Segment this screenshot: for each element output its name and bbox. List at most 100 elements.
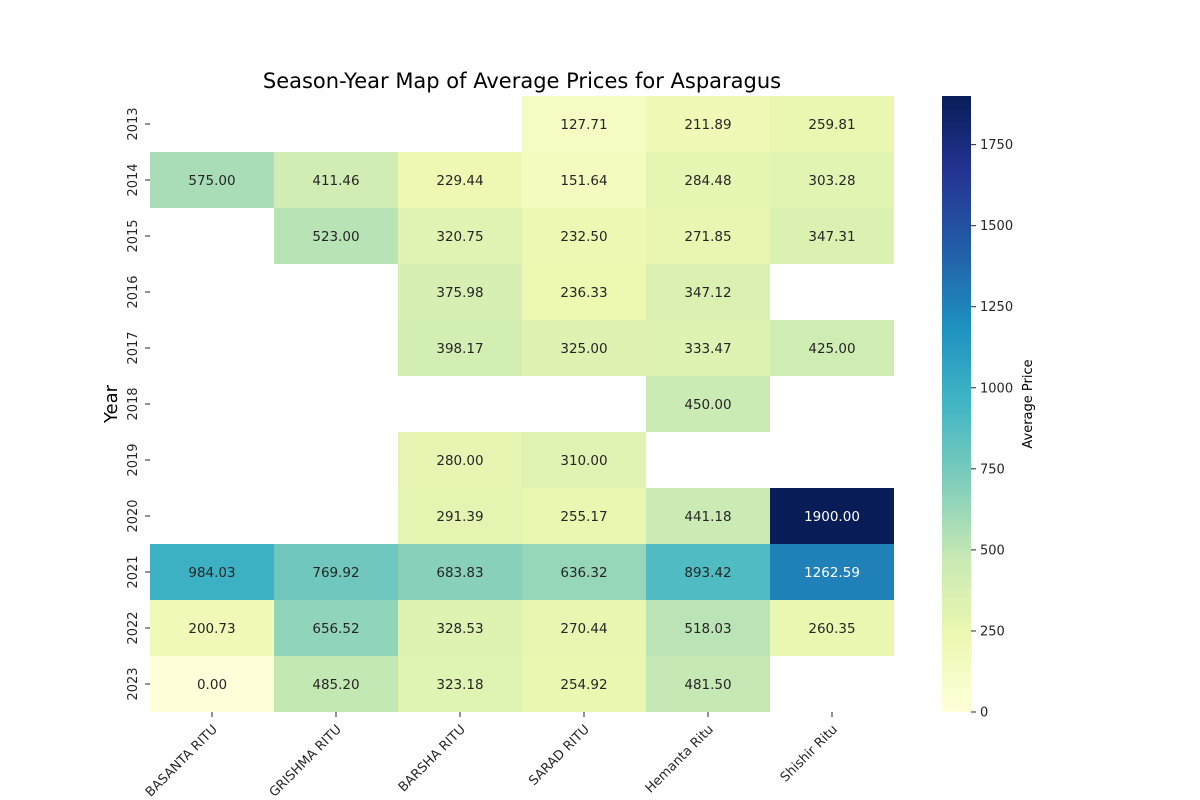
heatmap-cell bbox=[522, 432, 646, 488]
heatmap-cell bbox=[522, 264, 646, 320]
cell-value-label: 310.00 bbox=[560, 453, 607, 469]
heatmap-cell bbox=[398, 320, 522, 376]
colorbar-tick-label: 0 bbox=[980, 706, 988, 721]
y-tick-label: 2023 bbox=[126, 667, 141, 700]
colorbar-tick-label: 250 bbox=[980, 624, 1005, 639]
y-tick-label: 2014 bbox=[126, 163, 141, 196]
heatmap-cell bbox=[150, 152, 274, 208]
y-tick-label: 2018 bbox=[126, 387, 141, 420]
heatmap-cell bbox=[646, 488, 770, 544]
y-tick-label: 2021 bbox=[126, 555, 141, 588]
heatmap-cell bbox=[398, 656, 522, 712]
heatmap-cell bbox=[522, 320, 646, 376]
heatmap-cell bbox=[398, 544, 522, 600]
y-tick-label: 2017 bbox=[126, 331, 141, 364]
colorbar-tick-label: 500 bbox=[980, 543, 1005, 558]
cell-value-label: 229.44 bbox=[436, 173, 483, 189]
cell-value-label: 656.52 bbox=[312, 621, 359, 637]
heatmap-cell bbox=[522, 96, 646, 152]
colorbar-ticks: 0 250 500 750 1000 1250 1500 1750 bbox=[971, 138, 1013, 721]
heatmap-cell bbox=[646, 656, 770, 712]
heatmap-cell bbox=[646, 208, 770, 264]
colorbar-tick-label: 1250 bbox=[980, 300, 1013, 315]
heatmap-cell bbox=[646, 152, 770, 208]
cell-value-label: 425.00 bbox=[808, 341, 855, 357]
cell-value-label: 411.46 bbox=[312, 173, 359, 189]
cell-value-label: 254.92 bbox=[560, 677, 607, 693]
heatmap-cell bbox=[770, 488, 894, 544]
colorbar-tick-label: 1000 bbox=[980, 381, 1013, 396]
y-axis-label: Year bbox=[101, 384, 122, 424]
colorbar-label: Average Price bbox=[1021, 359, 1036, 448]
colorbar-tick-label: 750 bbox=[980, 462, 1005, 477]
cell-value-label: 200.73 bbox=[188, 621, 235, 637]
heatmap-cell bbox=[150, 600, 274, 656]
cell-value-label: 236.33 bbox=[560, 285, 607, 301]
cell-value-label: 1262.59 bbox=[804, 565, 860, 581]
heatmap-cell bbox=[646, 376, 770, 432]
heatmap-cell bbox=[522, 152, 646, 208]
cell-value-label: 325.00 bbox=[560, 341, 607, 357]
cell-value-label: 127.71 bbox=[560, 117, 607, 133]
y-tick-label: 2019 bbox=[126, 443, 141, 476]
heatmap-cell bbox=[646, 264, 770, 320]
colorbar-tick-label: 1750 bbox=[980, 138, 1013, 153]
y-axis: 2013 2014 2015 2016 2017 2018 2019 2020 2021 2022… bbox=[126, 107, 150, 701]
heatmap-cell bbox=[770, 96, 894, 152]
heatmap-cell bbox=[150, 544, 274, 600]
cell-value-label: 398.17 bbox=[436, 341, 483, 357]
cell-value-label: 375.98 bbox=[436, 285, 483, 301]
heatmap-cell bbox=[398, 432, 522, 488]
heatmap-cell bbox=[522, 656, 646, 712]
colorbar-gradient bbox=[942, 96, 971, 712]
x-tick-label: Shishir Ritu bbox=[778, 722, 841, 785]
cell-value-label: 211.89 bbox=[684, 117, 731, 133]
heatmap-cell bbox=[770, 544, 894, 600]
cell-value-label: 575.00 bbox=[188, 173, 235, 189]
cell-value-label: 984.03 bbox=[188, 565, 235, 581]
cell-value-label: 0.00 bbox=[197, 677, 227, 693]
x-tick-label: BARSHA RITU bbox=[396, 722, 469, 795]
cell-value-label: 636.32 bbox=[560, 565, 607, 581]
heatmap-cell bbox=[274, 208, 398, 264]
cell-value-label: 683.83 bbox=[436, 565, 483, 581]
y-tick-label: 2016 bbox=[126, 275, 141, 308]
heatmap-cell bbox=[522, 488, 646, 544]
heatmap-cell bbox=[770, 320, 894, 376]
heatmap-cell bbox=[770, 208, 894, 264]
heatmap-cell bbox=[646, 544, 770, 600]
heatmap-cell bbox=[274, 544, 398, 600]
heatmap-cell bbox=[274, 600, 398, 656]
x-tick-label: BASANTA RITU bbox=[143, 722, 221, 800]
heatmap-cell bbox=[646, 96, 770, 152]
heatmap-cell bbox=[646, 600, 770, 656]
cell-value-label: 255.17 bbox=[560, 509, 607, 525]
cell-value-label: 284.48 bbox=[684, 173, 731, 189]
cell-value-label: 303.28 bbox=[808, 173, 855, 189]
heatmap-cell bbox=[770, 600, 894, 656]
heatmap-cell bbox=[646, 320, 770, 376]
heatmap-cell bbox=[398, 488, 522, 544]
heatmap-cell bbox=[522, 544, 646, 600]
cell-value-label: 1900.00 bbox=[804, 509, 860, 525]
heatmap-cell bbox=[274, 152, 398, 208]
colorbar-tick-label: 1500 bbox=[980, 219, 1013, 234]
cell-value-label: 320.75 bbox=[436, 229, 483, 245]
cell-value-label: 523.00 bbox=[312, 229, 359, 245]
cell-value-label: 291.39 bbox=[436, 509, 483, 525]
y-tick-label: 2013 bbox=[126, 107, 141, 140]
cell-value-label: 450.00 bbox=[684, 397, 731, 413]
cell-value-label: 485.20 bbox=[312, 677, 359, 693]
cell-value-label: 259.81 bbox=[808, 117, 855, 133]
chart-title: Season-Year Map of Average Prices for As… bbox=[263, 69, 781, 93]
cell-value-label: 893.42 bbox=[684, 565, 731, 581]
cell-value-label: 518.03 bbox=[684, 621, 731, 637]
x-axis: BASANTA RITU GRISHMA RITU BARSHA RITU SARAD… bbox=[143, 712, 841, 800]
cell-value-label: 270.44 bbox=[560, 621, 607, 637]
heatmap-cell bbox=[522, 208, 646, 264]
x-tick-label: Hemanta Ritu bbox=[643, 722, 717, 796]
x-tick-label: SARAD RITU bbox=[526, 722, 593, 789]
heatmap-cell bbox=[770, 152, 894, 208]
cell-value-label: 323.18 bbox=[436, 677, 483, 693]
